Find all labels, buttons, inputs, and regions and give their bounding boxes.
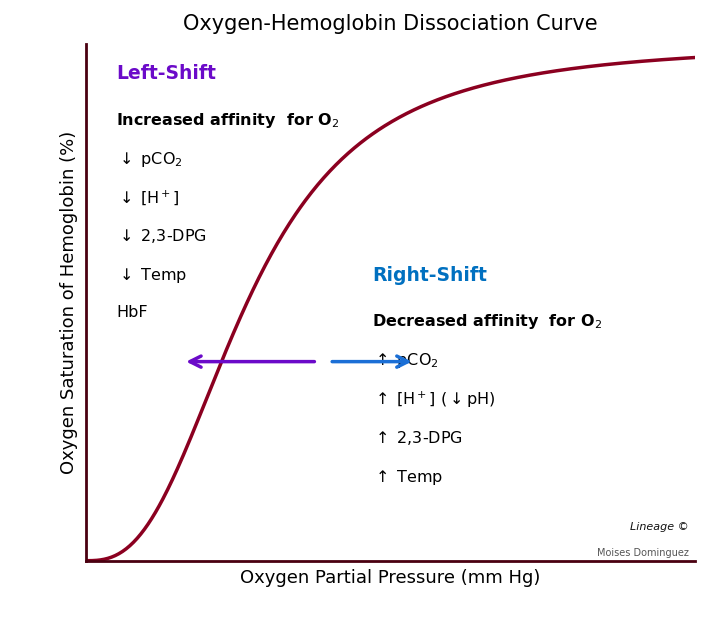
Text: $\uparrow$ pCO$_2$: $\uparrow$ pCO$_2$: [372, 351, 439, 370]
Text: Moises Dominguez: Moises Dominguez: [596, 548, 689, 558]
Text: $\downarrow$ [H$^+$]: $\downarrow$ [H$^+$]: [116, 188, 180, 207]
Title: Oxygen-Hemoglobin Dissociation Curve: Oxygen-Hemoglobin Dissociation Curve: [183, 14, 598, 34]
Text: Lineage ©: Lineage ©: [629, 522, 689, 532]
Text: $\uparrow$ [H$^+$] ($\downarrow$pH): $\uparrow$ [H$^+$] ($\downarrow$pH): [372, 390, 495, 411]
Text: $\uparrow$ 2,3-DPG: $\uparrow$ 2,3-DPG: [372, 429, 463, 447]
Text: Left-Shift: Left-Shift: [116, 64, 216, 83]
Text: Right-Shift: Right-Shift: [372, 266, 487, 285]
Text: $\downarrow$ Temp: $\downarrow$ Temp: [116, 266, 188, 285]
Text: HbF: HbF: [116, 305, 148, 320]
Text: $\downarrow$ pCO$_2$: $\downarrow$ pCO$_2$: [116, 150, 183, 169]
Text: Decreased affinity  for O$_2$: Decreased affinity for O$_2$: [372, 313, 602, 331]
X-axis label: Oxygen Partial Pressure (mm Hg): Oxygen Partial Pressure (mm Hg): [240, 569, 541, 587]
Text: $\uparrow$ Temp: $\uparrow$ Temp: [372, 468, 443, 487]
Text: $\downarrow$ 2,3-DPG: $\downarrow$ 2,3-DPG: [116, 227, 207, 245]
Text: Increased affinity  for O$_2$: Increased affinity for O$_2$: [116, 111, 339, 130]
Y-axis label: Oxygen Saturation of Hemoglobin (%): Oxygen Saturation of Hemoglobin (%): [59, 131, 77, 473]
